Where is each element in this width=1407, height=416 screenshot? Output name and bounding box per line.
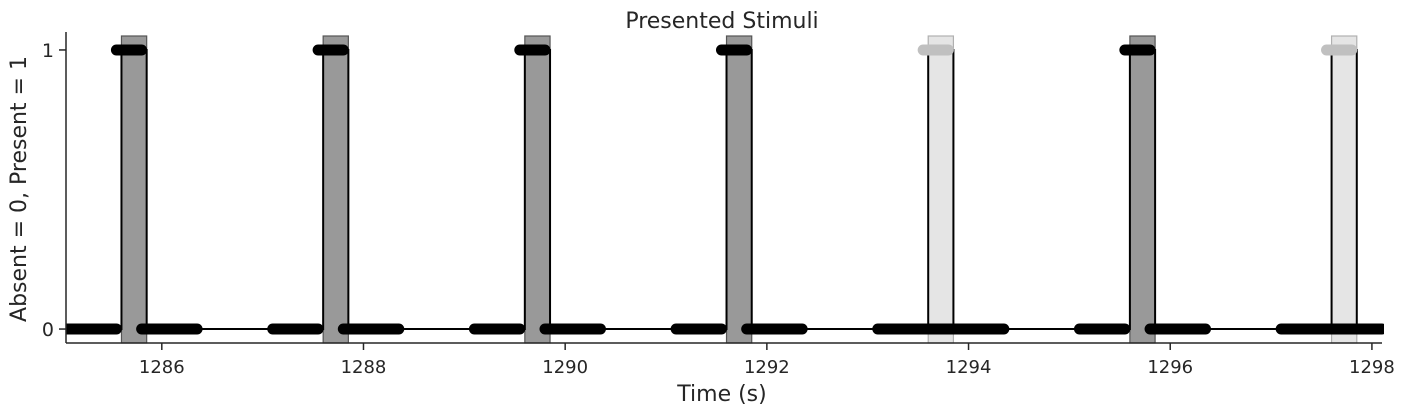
axes: 1286 1288 1290 1292 1294 1296 1298 0 1 bbox=[42, 32, 1395, 378]
stimulus-window-1 bbox=[120, 35, 148, 344]
plot-content bbox=[66, 35, 1384, 344]
x-tick-label-7: 1298 bbox=[1349, 357, 1395, 378]
chart-title: Presented Stimuli bbox=[625, 9, 818, 34]
x-tick-label-4: 1292 bbox=[744, 357, 790, 378]
y-axis-label: Absent = 0, Present = 1 bbox=[7, 56, 32, 322]
x-tick-label-2: 1288 bbox=[341, 357, 387, 378]
stimulus-window-2 bbox=[322, 35, 349, 344]
x-tick-label-3: 1290 bbox=[542, 357, 588, 378]
stimulus-window-5 bbox=[927, 35, 955, 344]
x-tick-label-5: 1294 bbox=[946, 357, 992, 378]
stimulus-window-7 bbox=[1330, 35, 1358, 344]
stimulus-window-4 bbox=[725, 35, 753, 344]
plot-area bbox=[66, 35, 1384, 344]
stimulus-trace bbox=[66, 48, 1382, 331]
y-tick-label-2: 1 bbox=[42, 40, 54, 62]
x-axis-label: Time (s) bbox=[676, 382, 766, 407]
x-tick-label-1: 1286 bbox=[139, 357, 185, 378]
stimulus-window-3 bbox=[524, 35, 551, 344]
y-tick-label-1: 0 bbox=[42, 319, 54, 341]
stimulus-window-6 bbox=[1129, 35, 1156, 344]
x-tick-label-6: 1296 bbox=[1147, 357, 1193, 378]
